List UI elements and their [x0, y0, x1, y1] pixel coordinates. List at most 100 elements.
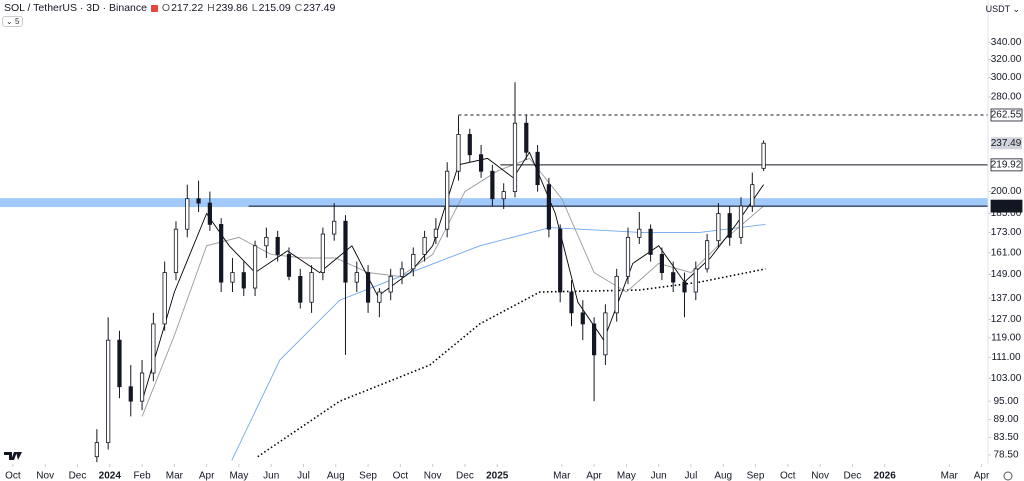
price-label: 262.55 [991, 110, 1022, 121]
x-tick-label: Oct [393, 471, 409, 481]
settings-icon[interactable] [1003, 471, 1013, 481]
x-tick-label: 2025 [486, 471, 509, 481]
ohlc-value: 217.22 [171, 2, 204, 14]
x-tick-label: Aug [714, 471, 732, 481]
y-tick-label: 111.00 [991, 352, 1021, 363]
ohlc-letter: C [294, 2, 303, 14]
price-label: 189.95 [991, 201, 1022, 212]
tv-logo [4, 452, 22, 460]
x-tick-label: Sep [359, 471, 377, 481]
symbol-title: SOL / TetherUS · 3D · Binance [4, 2, 147, 14]
x-tick-label: 2026 [874, 471, 897, 481]
y-tick-label: 300.00 [991, 72, 1022, 83]
x-tick-label: Nov [424, 471, 442, 481]
candle-body [411, 254, 416, 270]
candle-body [241, 272, 246, 289]
y-tick-label: 95.00 [993, 396, 1018, 407]
currency-select[interactable]: USDT ⌄ [985, 4, 1020, 14]
y-tick-label: 137.00 [991, 293, 1022, 304]
candle-body [128, 386, 133, 402]
x-tick-label: Jul [685, 471, 698, 481]
y-tick-label: 149.00 [991, 269, 1022, 280]
y-tick-label: 320.00 [991, 54, 1022, 65]
candle-body [490, 170, 495, 200]
y-tick-label: 185.00 [991, 208, 1022, 219]
y-tick-label: 89.00 [993, 414, 1018, 425]
x-tick-label: Dec [843, 471, 861, 481]
candle-body [298, 275, 303, 303]
candle-body [659, 254, 664, 273]
x-tick-label: Apr [199, 471, 215, 481]
candle-body [580, 312, 585, 325]
moving-average [141, 151, 764, 402]
ohlc-letter: O [161, 2, 171, 14]
price-label-box [990, 158, 1023, 172]
ohlc-value: 215.09 [258, 2, 291, 14]
x-tick-label: 2024 [99, 471, 122, 481]
x-tick-label: Sep [747, 471, 765, 481]
candle-body [478, 154, 484, 172]
candle-body [354, 272, 359, 283]
candle-body [162, 272, 167, 325]
candle-body [546, 184, 551, 230]
moving-average [231, 223, 766, 461]
y-tick-label: 173.00 [991, 227, 1022, 238]
candle-body [433, 228, 438, 238]
x-tick-label: May [229, 471, 248, 481]
candle-body [309, 272, 314, 303]
y-tick-label: 103.00 [991, 373, 1022, 384]
x-tick-label: Nov [36, 471, 54, 481]
candle-body [230, 272, 235, 283]
x-tick-label: Apr [586, 471, 602, 481]
candle-body [614, 275, 619, 314]
candle-body [750, 184, 755, 207]
candle-body [151, 323, 156, 374]
candle-body [591, 323, 597, 356]
indicator-count: 5 [14, 17, 20, 26]
x-tick-label: Mar [941, 471, 959, 481]
ohlc-letter: H [207, 2, 215, 14]
y-tick-label: 161.00 [991, 247, 1022, 258]
candle-body [727, 213, 732, 238]
x-tick-label: Apr [974, 471, 990, 481]
x-tick-label: Dec [456, 471, 474, 481]
candle-body [671, 272, 676, 283]
candle-body [219, 224, 224, 283]
indicator-toggle[interactable]: ⌄ 5 [2, 16, 24, 27]
candle-body [524, 122, 529, 153]
y-tick-label: 340.00 [991, 37, 1022, 48]
candle-body [456, 134, 461, 172]
candle-body [320, 233, 325, 273]
candle-body [185, 198, 190, 230]
y-tick-label: 78.50 [993, 450, 1018, 461]
candle-body [682, 281, 687, 293]
candle-body [196, 198, 201, 204]
candle-body [264, 236, 269, 247]
candle-body [343, 220, 348, 283]
candle-body [332, 220, 337, 235]
candle-body [637, 228, 642, 238]
candle-body [286, 254, 292, 277]
moving-average [257, 268, 766, 458]
candle-body [512, 122, 518, 192]
candle-body [388, 275, 393, 293]
y-tick-label: 119.00 [991, 332, 1021, 343]
x-tick-label: Jul [297, 471, 310, 481]
moving-average [141, 157, 764, 417]
currency: USDT [985, 4, 1010, 14]
x-tick-label: Oct [780, 471, 796, 481]
x-tick-label: Dec [69, 471, 87, 481]
candle-body [467, 134, 472, 156]
axes: 340.00 320.00 300.00 280.00 200.00 185.00 173.… [5, 37, 1023, 481]
candle-body [501, 191, 506, 200]
price-label-box [990, 108, 1023, 122]
x-tick-label: Mar [166, 471, 184, 481]
x-tick-label: Oct [5, 471, 21, 481]
candle-body [693, 268, 698, 293]
x-tick-label: Aug [327, 471, 345, 481]
candle-body [106, 339, 111, 444]
ohlc-value: 237.49 [303, 2, 336, 14]
candle-body [716, 213, 721, 242]
x-tick-label: Jun [651, 471, 667, 481]
candle-body [558, 228, 563, 293]
